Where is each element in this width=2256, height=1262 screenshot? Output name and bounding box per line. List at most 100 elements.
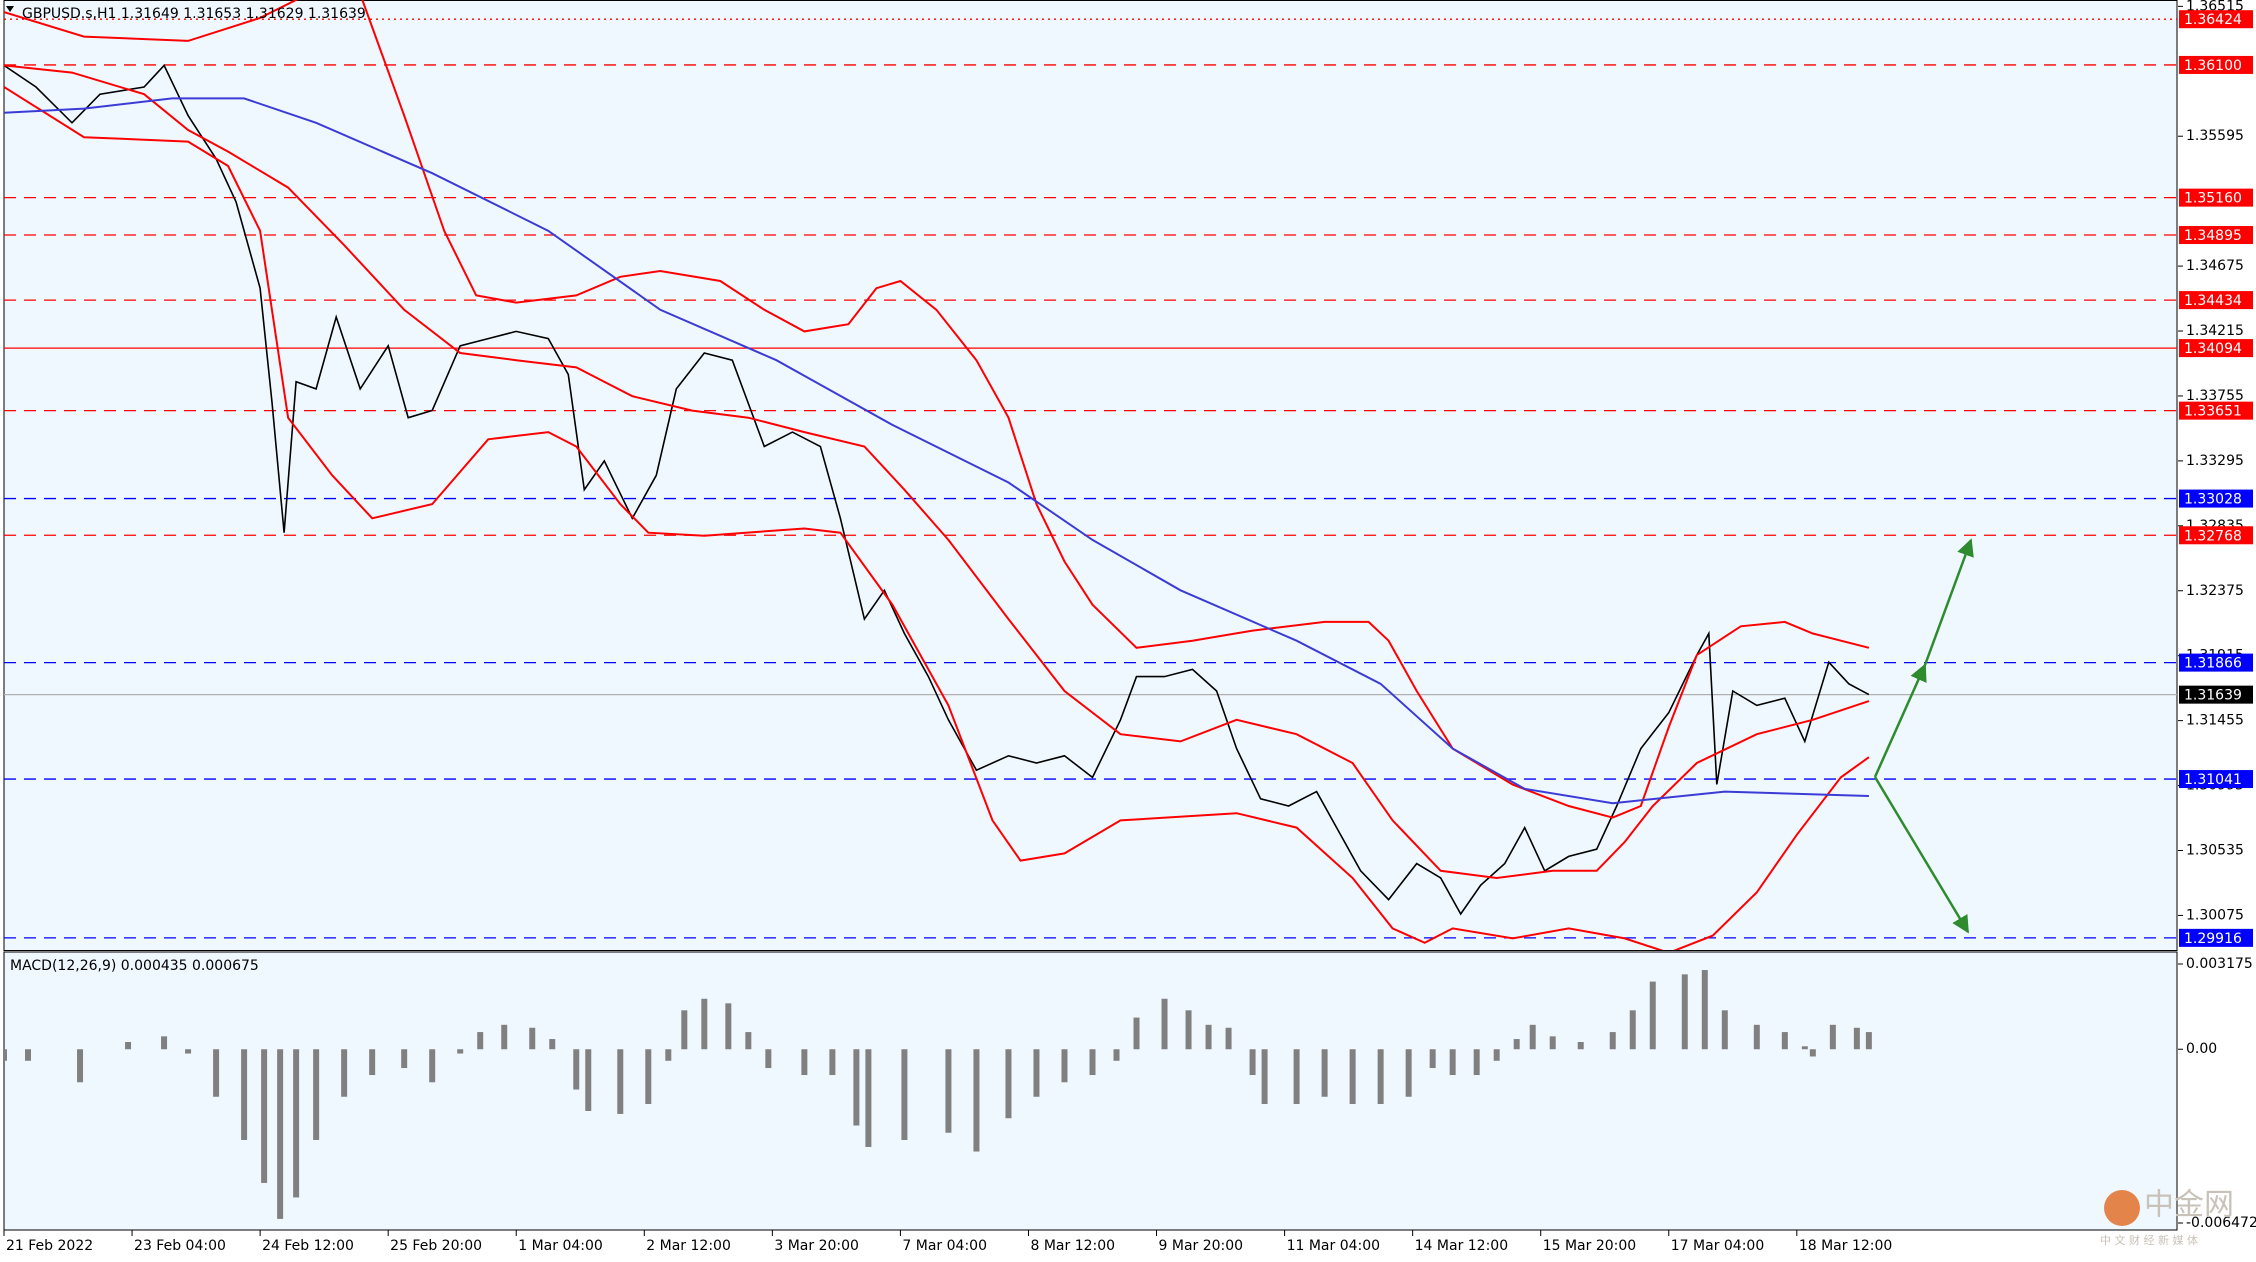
macd-bar: [1701, 970, 1708, 1050]
macd-bar: [1549, 1036, 1556, 1050]
macd-bar: [1161, 998, 1168, 1050]
macd-bar: [501, 1024, 508, 1050]
watermark-logo: [2104, 1190, 2140, 1226]
level-box: [2179, 685, 2253, 704]
macd-bar: [1293, 1049, 1300, 1105]
arrow-up-2: [1923, 538, 1974, 666]
macd-bar: [1649, 981, 1656, 1050]
price-line: [4, 64, 1870, 880]
macd-bar: [1629, 1010, 1636, 1050]
level-box: [2179, 489, 2253, 508]
macd-bar: [1349, 1049, 1356, 1105]
macd-bar: [401, 1049, 408, 1069]
macd-bar: [293, 1049, 300, 1198]
level-box: [2179, 339, 2253, 358]
macd-frame: [3, 951, 2178, 1231]
macd-bar: [1061, 1049, 1068, 1083]
macd-bar: [1829, 1024, 1836, 1050]
level-label: 1.29916: [2184, 931, 2242, 947]
x-tick-label: 15 Mar 20:00: [1543, 1238, 1636, 1254]
macd-bar: [161, 1036, 168, 1050]
x-tick-label: 23 Feb 04:00: [134, 1238, 226, 1254]
main-plot: [4, 0, 2177, 950]
macd-plot: [4, 970, 1872, 1219]
y-tick-label: 1.32375: [2186, 583, 2244, 599]
y-tick-label: 1.30535: [2186, 842, 2244, 858]
macd-bar: [865, 1049, 872, 1147]
macd-bar: [125, 1041, 132, 1050]
macd-bar: [341, 1049, 348, 1097]
macd-bar: [617, 1049, 624, 1114]
macd-bar: [25, 1049, 32, 1061]
macd-bar: [457, 1049, 464, 1054]
macd-bar: [1801, 1046, 1808, 1050]
macd-bar: [1449, 1049, 1456, 1076]
x-tick-label: 3 Mar 20:00: [774, 1238, 859, 1254]
macd-bar: [1405, 1049, 1412, 1097]
price-line: [4, 63, 1870, 916]
level-label: 1.33651: [2184, 404, 2242, 420]
level-box: [2179, 401, 2253, 420]
macd-bar: [549, 1039, 556, 1050]
macd-bar: [261, 1049, 268, 1183]
main-pane: [4, 0, 2177, 950]
macd-bar: [1005, 1049, 1012, 1119]
macd-bar: [745, 1032, 752, 1050]
x-tick-label: 9 Mar 20:00: [1159, 1238, 1244, 1254]
macd-bar: [277, 1049, 284, 1219]
macd-bar: [1089, 1049, 1096, 1076]
x-tick-label: 2 Mar 12:00: [646, 1238, 731, 1254]
macd-bar: [369, 1049, 376, 1076]
level-label: 1.35160: [2184, 191, 2242, 207]
macd-bar: [1473, 1049, 1480, 1076]
level-box: [2179, 226, 2253, 245]
y-tick-label: 1.33755: [2186, 388, 2244, 404]
macd-bar: [241, 1049, 248, 1140]
macd-bar: [1781, 1032, 1788, 1050]
macd-bar: [1753, 1024, 1760, 1050]
price-line: [4, 97, 1869, 805]
macd-bar: [1609, 1032, 1616, 1050]
macd-bar: [185, 1049, 192, 1054]
level-label: 1.33028: [2184, 492, 2242, 508]
x-tick-label: 8 Mar 12:00: [1030, 1238, 1115, 1254]
macd-bar: [429, 1049, 436, 1083]
macd-bar: [765, 1049, 772, 1069]
macd-bar: [529, 1027, 536, 1050]
level-label: 1.32768: [2184, 528, 2242, 544]
level-box: [2179, 770, 2253, 789]
level-box: [2179, 653, 2253, 672]
price-line: [4, 0, 1870, 819]
level-box: [2179, 55, 2253, 74]
macd-bar: [1033, 1049, 1040, 1097]
macd-bar: [1513, 1039, 1520, 1050]
level-label: 1.36100: [2184, 58, 2242, 74]
arrow-down: [1873, 776, 1970, 934]
y-tick-label: 1.33295: [2186, 453, 2244, 469]
macd-bar: [901, 1049, 908, 1140]
level-box: [2179, 291, 2253, 310]
macd-title: MACD(12,26,9) 0.000435 0.000675: [10, 958, 259, 974]
x-tick-label: 7 Mar 04:00: [902, 1238, 987, 1254]
x-tick-label: 17 Mar 04:00: [1671, 1238, 1764, 1254]
menu-triangle[interactable]: [6, 6, 14, 12]
watermark-tagline: 中 文 财 经 新 媒 体: [2100, 1233, 2198, 1247]
chart-title: GBPUSD.s,H1 1.31649 1.31653 1.31629 1.31…: [22, 6, 366, 22]
macd-bar: [1681, 974, 1688, 1050]
level-label: 1.31041: [2184, 772, 2242, 788]
level-label: 1.36424: [2184, 12, 2242, 28]
macd-bar: [725, 1003, 732, 1050]
macd-bar: [1529, 1024, 1536, 1050]
macd-bar: [585, 1049, 592, 1111]
main-frame: [3, 0, 2178, 951]
macd-bar: [853, 1049, 860, 1126]
macd-bar: [945, 1049, 952, 1133]
macd-bar: [973, 1049, 980, 1152]
y-tick-label: 1.31455: [2186, 713, 2244, 729]
macd-bar: [701, 998, 708, 1050]
macd-bar: [4, 1049, 7, 1061]
macd-y-tick-label: 0.00: [2186, 1041, 2217, 1057]
x-tick-label: 25 Feb 20:00: [390, 1238, 482, 1254]
forecast-arrows: [1873, 538, 1974, 934]
